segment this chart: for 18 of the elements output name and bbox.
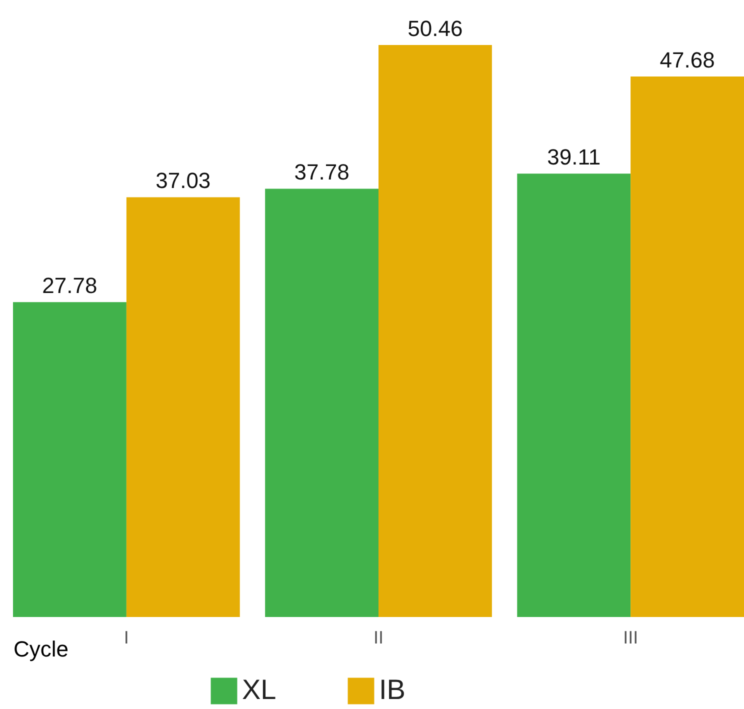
legend-label: IB: [379, 674, 406, 705]
x-axis-title: Cycle: [14, 636, 69, 662]
bar: [265, 188, 378, 617]
x-tick-label: III: [623, 628, 638, 648]
bar: [378, 45, 492, 617]
legend-label: XL: [242, 674, 276, 705]
bar: [517, 174, 631, 617]
bar: [126, 197, 240, 617]
data-label: 37.03: [156, 168, 211, 194]
data-label: 50.46: [408, 16, 463, 41]
x-tick-label: I: [124, 628, 129, 648]
x-tick-label: II: [373, 628, 384, 648]
bar: [13, 302, 126, 617]
data-label: 27.78: [42, 273, 98, 298]
data-label: 47.68: [660, 48, 715, 73]
data-label: 37.78: [294, 160, 350, 185]
bar: [630, 76, 744, 617]
data-label: 39.11: [547, 144, 601, 170]
